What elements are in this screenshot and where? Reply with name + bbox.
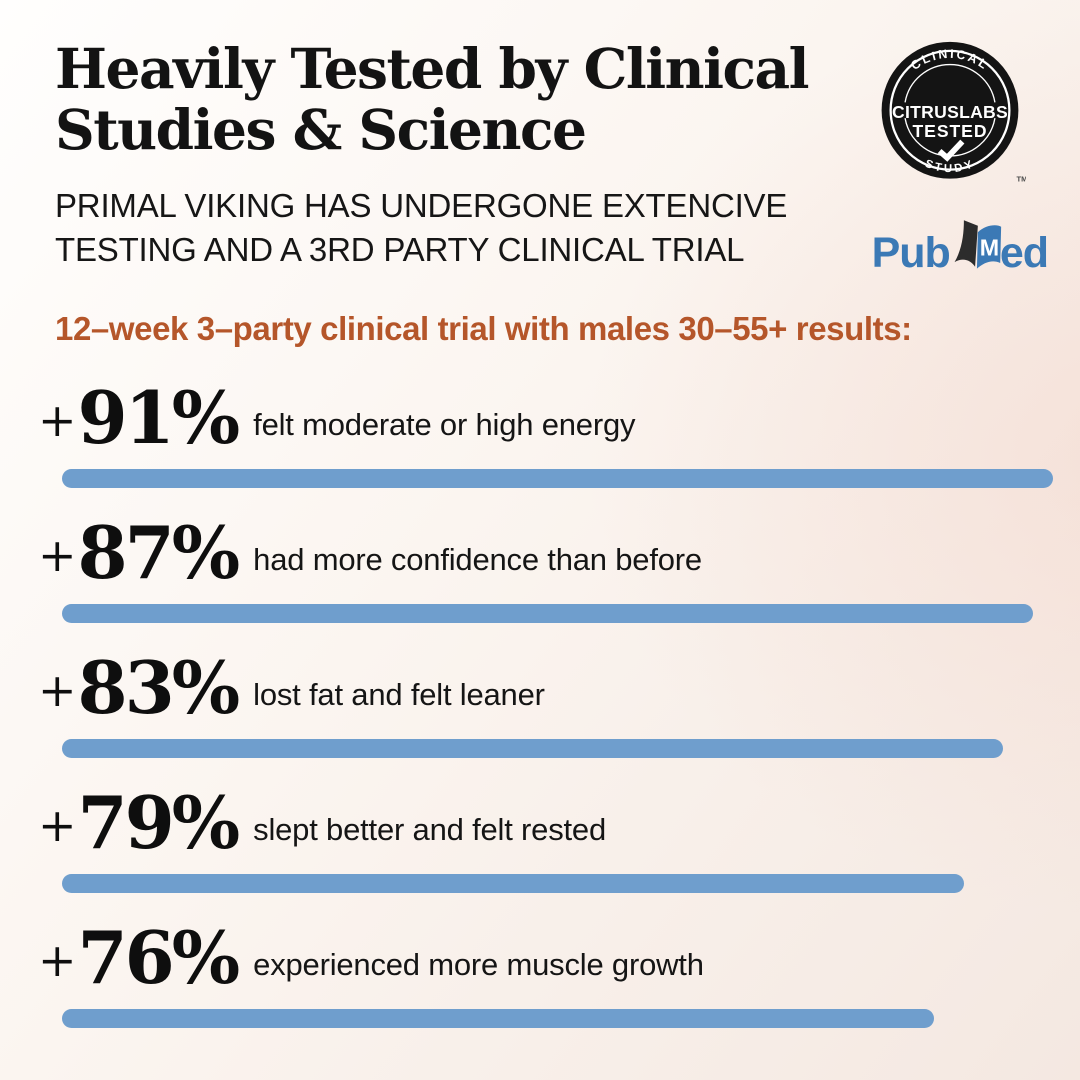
plus-sign: +: [38, 528, 77, 582]
badge-outer-disc: [881, 41, 1019, 179]
stat-label: slept better and felt rested: [253, 811, 606, 847]
stat-number: 83%: [77, 645, 241, 730]
checkmark-icon: [937, 139, 965, 162]
stat-label: experienced more muscle growth: [253, 946, 704, 982]
stat-bar-track: [62, 874, 1053, 893]
pubmed-suffix: ed: [999, 228, 1049, 277]
stat-bar-track: [62, 469, 1053, 488]
stat-row: +87% had more confidence than before: [38, 516, 1053, 623]
plus-sign: +: [38, 798, 77, 852]
plus-sign: +: [38, 393, 77, 447]
stat-row: +91% felt moderate or high energy: [38, 381, 1053, 488]
stat-bar-track: [62, 604, 1053, 623]
stat-row: +79% slept better and felt rested: [38, 786, 1053, 893]
stat-value: +87%: [38, 516, 240, 599]
trademark-symbol: TM: [1017, 175, 1027, 184]
citruslabs-tested-badge: CLINICAL STUDY CITRUSLABS TESTED TM: [874, 36, 1026, 194]
stat-number: 91%: [77, 375, 241, 460]
stat-bar-track: [62, 1009, 1053, 1028]
open-book-icon: M: [954, 220, 1001, 269]
stat-bar: [62, 739, 1004, 758]
plus-sign: +: [38, 933, 77, 987]
pubmed-book-letter: M: [980, 235, 998, 261]
subtitle-line-1: PRIMAL VIKING HAS UNDERGONE EXTENCIVE: [55, 187, 788, 224]
stat-value: +91%: [38, 381, 240, 464]
results-bar-chart: +91% felt moderate or high energy +87% h…: [0, 381, 1080, 1028]
stat-bar-track: [62, 739, 1053, 758]
stat-label: felt moderate or high energy: [253, 406, 636, 442]
title-line-2: Studies & Science: [55, 97, 587, 162]
title-line-1: Heavily Tested by Clinical: [55, 36, 810, 101]
badge-brand-text: CITRUSLABS: [892, 102, 1008, 122]
stat-value: +79%: [38, 786, 240, 869]
results-heading: 12–week 3–party clinical trial with male…: [55, 310, 912, 347]
badge-seal-icon: CLINICAL STUDY CITRUSLABS TESTED TM: [881, 41, 1027, 184]
badge-inner-arc-top: [904, 63, 996, 103]
badge-tested-text: TESTED: [913, 121, 988, 141]
badge-bottom-text: STUDY: [923, 158, 977, 175]
stat-number: 79%: [77, 780, 241, 865]
subtitle: PRIMAL VIKING HAS UNDERGONE EXTENCIVE TE…: [55, 184, 875, 272]
stat-bar: [62, 604, 1034, 623]
badge-white-ring: [889, 49, 1011, 171]
subtitle-line-2: TESTING AND A 3RD PARTY CLINICAL TRIAL: [55, 231, 745, 268]
pubmed-prefix: Pub: [871, 228, 951, 277]
pubmed-logo: Pub M ed: [871, 220, 1049, 284]
stat-label: had more confidence than before: [253, 541, 702, 577]
stat-bar: [62, 1009, 935, 1028]
stat-value: +83%: [38, 651, 240, 734]
stat-number: 76%: [77, 915, 241, 1000]
plus-sign: +: [38, 663, 77, 717]
stat-row: +76% experienced more muscle growth: [38, 921, 1053, 1028]
stat-bar: [62, 469, 1053, 488]
stat-number: 87%: [77, 510, 241, 595]
stat-bar: [62, 874, 964, 893]
stat-row: +83% lost fat and felt leaner: [38, 651, 1053, 758]
stat-value: +76%: [38, 921, 240, 1004]
stat-label: lost fat and felt leaner: [253, 676, 545, 712]
header: Heavily Tested by Clinical Studies & Sci…: [0, 0, 1080, 272]
page-title: Heavily Tested by Clinical Studies & Sci…: [55, 38, 875, 160]
